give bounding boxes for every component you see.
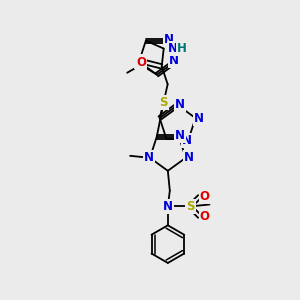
Text: N: N	[184, 151, 194, 164]
Text: S: S	[186, 200, 195, 213]
Text: S: S	[135, 55, 143, 68]
Text: N: N	[169, 54, 179, 67]
Text: N: N	[163, 200, 173, 213]
Text: S: S	[160, 96, 168, 109]
Text: H: H	[177, 42, 187, 55]
Text: N: N	[194, 112, 203, 124]
Text: O: O	[200, 190, 209, 203]
Text: O: O	[136, 56, 146, 69]
Text: N: N	[164, 33, 174, 46]
Text: N: N	[168, 42, 178, 55]
Text: N: N	[182, 134, 192, 147]
Text: O: O	[200, 210, 209, 223]
Text: N: N	[175, 129, 185, 142]
Text: N: N	[144, 151, 154, 164]
Text: N: N	[175, 98, 184, 111]
